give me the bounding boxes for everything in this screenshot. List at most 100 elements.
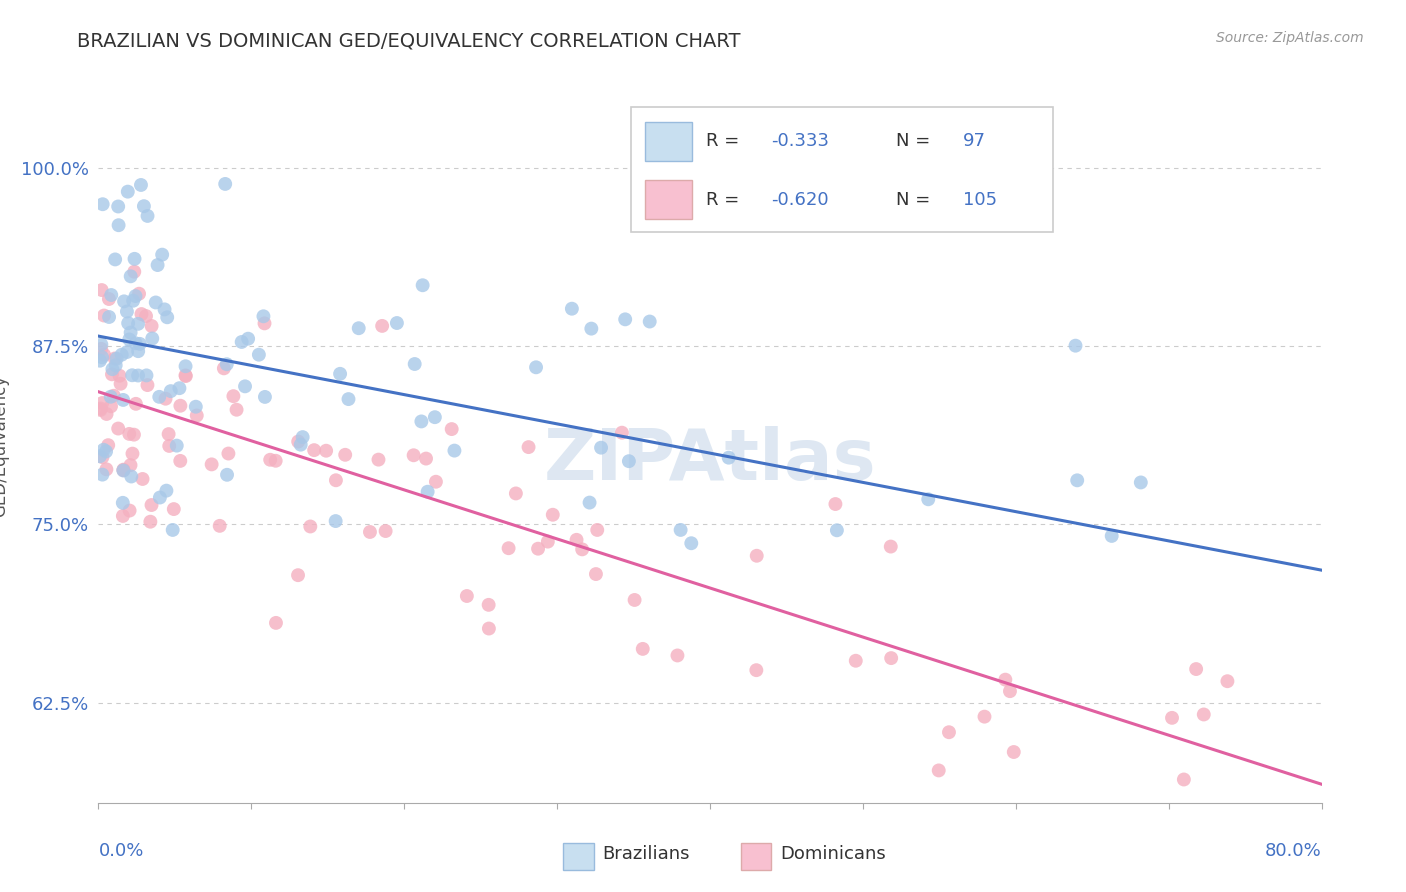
Point — [124, 336, 146, 351]
Point — [91, 450, 114, 465]
Point — [124, 265, 146, 279]
Point — [90, 283, 112, 297]
Point — [1101, 529, 1123, 543]
Point — [928, 764, 950, 778]
Point — [91, 396, 114, 410]
Point — [385, 316, 408, 330]
Point — [118, 503, 141, 517]
Point — [184, 400, 207, 414]
Point — [236, 332, 259, 346]
Point — [89, 449, 111, 463]
Point — [101, 368, 124, 382]
Point — [112, 463, 135, 477]
Point — [938, 725, 960, 739]
Point — [302, 443, 325, 458]
Text: R =: R = — [706, 191, 745, 209]
Point — [505, 486, 527, 500]
Point — [880, 651, 903, 665]
Point — [129, 178, 152, 192]
Text: Brazilians: Brazilians — [602, 846, 690, 863]
Point — [103, 389, 125, 403]
Text: Dominicans: Dominicans — [780, 846, 886, 863]
Point — [169, 381, 191, 395]
Point — [98, 310, 121, 324]
Point — [586, 523, 609, 537]
Point — [107, 199, 129, 213]
Point — [415, 451, 437, 466]
FancyBboxPatch shape — [630, 107, 1053, 232]
Point — [290, 437, 312, 451]
Point — [117, 185, 139, 199]
Point — [359, 524, 381, 539]
Point — [1192, 707, 1215, 722]
Text: 80.0%: 80.0% — [1265, 842, 1322, 860]
Point — [291, 430, 314, 444]
Point — [214, 177, 236, 191]
Point — [115, 345, 138, 359]
Point — [139, 515, 162, 529]
Point — [148, 390, 170, 404]
Point — [402, 448, 425, 462]
Point — [681, 536, 703, 550]
Point — [614, 312, 637, 326]
Point — [998, 684, 1021, 698]
Point — [157, 439, 180, 453]
Point — [374, 524, 396, 538]
Point — [169, 399, 191, 413]
Point — [155, 483, 177, 498]
Point — [90, 337, 112, 351]
Point — [174, 368, 197, 383]
Point — [91, 351, 114, 365]
Point — [107, 421, 129, 435]
Point — [541, 508, 564, 522]
Point — [259, 452, 281, 467]
Point — [120, 458, 142, 472]
Point — [264, 454, 287, 468]
Point — [94, 444, 117, 458]
Point — [141, 331, 163, 345]
Point — [89, 353, 111, 368]
Point — [141, 318, 163, 333]
Point — [104, 358, 127, 372]
Point — [131, 307, 153, 321]
Point — [136, 378, 159, 392]
Point — [537, 534, 560, 549]
Point — [264, 615, 287, 630]
Point — [565, 533, 588, 547]
Point — [225, 402, 247, 417]
Point — [121, 447, 143, 461]
Text: 0.0%: 0.0% — [98, 842, 143, 860]
Point — [90, 342, 112, 356]
Point — [110, 376, 132, 391]
Point — [631, 641, 654, 656]
Point — [411, 414, 433, 428]
Point — [93, 442, 115, 457]
Point — [299, 519, 322, 533]
Point — [111, 496, 134, 510]
Point — [112, 463, 135, 477]
Point — [824, 497, 846, 511]
Point — [128, 286, 150, 301]
Point — [120, 326, 142, 340]
Point — [97, 438, 120, 452]
Text: BRAZILIAN VS DOMINICAN GED/EQUIVALENCY CORRELATION CHART: BRAZILIAN VS DOMINICAN GED/EQUIVALENCY C… — [77, 31, 741, 50]
Point — [100, 390, 122, 404]
Point — [105, 351, 128, 366]
Point — [337, 392, 360, 406]
Point — [623, 593, 645, 607]
Point — [578, 495, 600, 509]
Point — [329, 367, 352, 381]
Point — [127, 344, 149, 359]
Point — [335, 448, 357, 462]
Point — [118, 333, 141, 347]
Point — [120, 269, 142, 284]
Point — [174, 359, 197, 374]
Text: 105: 105 — [963, 191, 997, 209]
Point — [122, 427, 145, 442]
Point — [135, 368, 157, 383]
Point — [423, 410, 446, 425]
Point — [117, 316, 139, 330]
Point — [127, 317, 149, 331]
Point — [169, 454, 191, 468]
Point — [1064, 339, 1087, 353]
